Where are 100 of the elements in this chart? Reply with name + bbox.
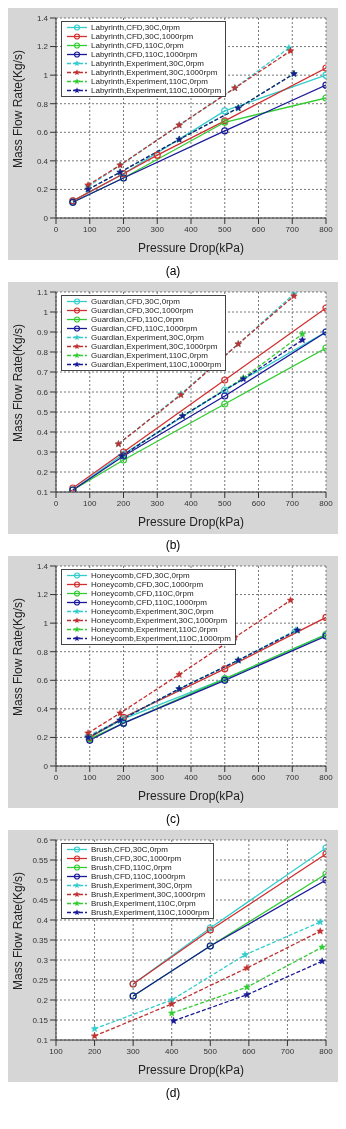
y-tick-label: 0.3 [36, 955, 49, 965]
x-tick-label: 800 [319, 224, 334, 234]
legend-label: Labyrinth,CFD,30C,1000rpm [91, 32, 194, 41]
legend-label: Guardian,CFD,30C,0rpm [91, 297, 180, 306]
x-tick-label: 800 [319, 498, 334, 508]
y-tick-label: 0.2 [36, 995, 49, 1005]
x-tick-label: 700 [285, 224, 300, 234]
y-tick-label: 1 [43, 307, 49, 317]
legend-label: Honeycomb,CFD,110C,0rpm [91, 589, 194, 598]
x-tick-label: 500 [218, 224, 232, 234]
x-tick-label: 300 [150, 498, 165, 508]
y-tick-label: 1.2 [36, 590, 49, 600]
legend-label: Brush,Experiment,110C,1000rpm [91, 908, 210, 917]
y-tick-label: 0.1 [36, 487, 49, 497]
x-tick-label: 200 [116, 498, 131, 508]
legend-label: Guardian,CFD,110C,0rpm [91, 315, 184, 324]
x-tick-label: 500 [218, 498, 232, 508]
y-tick-label: 1 [43, 618, 49, 628]
y-tick-label: 0.5 [36, 407, 49, 417]
x-tick-label: 800 [319, 1046, 334, 1056]
legend-label: Brush,CFD,30C,0rpm [91, 845, 168, 854]
y-tick-label: 0.2 [36, 185, 49, 195]
x-tick-label: 0 [53, 224, 59, 234]
y-tick-label: 0.2 [36, 733, 49, 743]
legend-label: Brush,Experiment,110C,0rpm [91, 899, 196, 908]
y-axis-title: Mass Flow Rate(Kg/s) [11, 49, 26, 168]
legend-label: Guardian,CFD,110C,1000rpm [91, 324, 198, 333]
y-tick-label: 0.6 [36, 835, 49, 845]
x-tick-label: 600 [251, 224, 266, 234]
y-axis-title: Mass Flow Rate(Kg/s) [11, 871, 26, 990]
legend-label: Honeycomb,Experiment,30C,0rpm [91, 607, 214, 616]
x-tick-label: 700 [285, 772, 300, 782]
text: (c) [165, 811, 181, 828]
x-tick-label: 700 [285, 498, 300, 508]
legend-label: Labyrinth,Experiment,110C,0rpm [91, 77, 208, 86]
x-tick-label: 0 [53, 772, 59, 782]
legend-label: Labyrinth,Experiment,30C,0rpm [91, 59, 204, 68]
y-tick-label: 1.4 [36, 561, 49, 571]
legend-label: Honeycomb,CFD,110C,1000rpm [91, 598, 207, 607]
legend-label: Honeycomb,CFD,30C,1000rpm [91, 580, 204, 589]
legend-label: Guardian,Experiment,30C,0rpm [91, 333, 204, 342]
y-tick-label: 0.2 [36, 467, 49, 477]
legend-label: Honeycomb,Experiment,110C,1000rpm [91, 634, 231, 643]
y-tick-label: 1.2 [36, 42, 49, 52]
legend-label: Guardian,CFD,30C,1000rpm [91, 306, 194, 315]
legend-label: Labyrinth,Experiment,30C,1000rpm [91, 68, 218, 77]
y-tick-label: 0.4 [36, 156, 49, 166]
legend-label: Brush,Experiment,30C,0rpm [91, 881, 192, 890]
y-axis-title: Mass Flow Rate(Kg/s) [11, 597, 26, 716]
x-tick-label: 600 [242, 1046, 257, 1056]
x-tick-label: 100 [83, 498, 97, 508]
y-tick-label: 0.7 [36, 367, 49, 377]
y-tick-label: 0.25 [32, 975, 49, 985]
y-axis-title: Mass Flow Rate(Kg/s) [11, 323, 26, 442]
x-axis-title: Pressure Drop(kPa) [137, 1063, 245, 1077]
x-axis-title: Pressure Drop(kPa) [137, 789, 245, 803]
text: (a) [164, 263, 182, 280]
x-tick-label: 200 [87, 1046, 102, 1056]
x-tick-label: 400 [184, 224, 199, 234]
x-tick-label: 300 [150, 772, 165, 782]
x-tick-label: 400 [165, 1046, 179, 1056]
x-tick-label: 0 [53, 498, 59, 508]
legend-label: Guardian,Experiment,30C,1000rpm [91, 342, 218, 351]
x-tick-label: 800 [319, 772, 334, 782]
legend-label: Guardian,Experiment,110C,0rpm [91, 351, 208, 360]
y-tick-label: 0 [43, 213, 49, 223]
legend-label: Labyrinth,CFD,110C,0rpm [91, 41, 184, 50]
x-tick-label: 100 [83, 772, 97, 782]
x-tick-label: 300 [150, 224, 165, 234]
x-tick-label: 100 [83, 224, 97, 234]
y-tick-label: 0.6 [36, 128, 49, 138]
y-tick-label: 0.45 [32, 895, 49, 905]
y-tick-label: 0.5 [36, 875, 49, 885]
x-tick-label: 600 [251, 498, 266, 508]
legend-label: Brush,CFD,110C,0rpm [91, 863, 172, 872]
y-tick-label: 0.6 [36, 387, 49, 397]
legend-label: Honeycomb,Experiment,110C,0rpm [91, 625, 218, 634]
y-tick-label: 0.6 [36, 676, 49, 686]
text: (d) [164, 1085, 182, 1102]
x-tick-label: 100 [49, 1046, 64, 1056]
y-tick-label: 0 [43, 761, 49, 771]
y-tick-label: 0.55 [32, 855, 49, 865]
legend-label: Brush,CFD,30C,1000rpm [91, 854, 182, 863]
legend-label: Labyrinth,Experiment,110C,1000rpm [91, 86, 222, 95]
text: (b) [164, 537, 182, 554]
y-tick-label: 0.8 [36, 99, 49, 109]
y-tick-label: 0.1 [36, 1035, 49, 1045]
legend-label: Brush,Experiment,30C,1000rpm [91, 890, 206, 899]
y-tick-label: 0.8 [36, 347, 49, 357]
x-tick-label: 400 [184, 772, 199, 782]
y-tick-label: 0.3 [36, 447, 49, 457]
y-tick-label: 1 [43, 70, 49, 80]
legend-label: Labyrinth,CFD,30C,0rpm [91, 23, 180, 32]
y-tick-label: 0.4 [36, 427, 49, 437]
x-tick-label: 500 [218, 772, 232, 782]
y-tick-label: 1.4 [36, 13, 49, 23]
legend-label: Brush,CFD,110C,1000rpm [91, 872, 186, 881]
x-tick-label: 200 [116, 224, 131, 234]
legend-label: Honeycomb,Experiment,30C,1000rpm [91, 616, 228, 625]
x-tick-label: 600 [251, 772, 266, 782]
